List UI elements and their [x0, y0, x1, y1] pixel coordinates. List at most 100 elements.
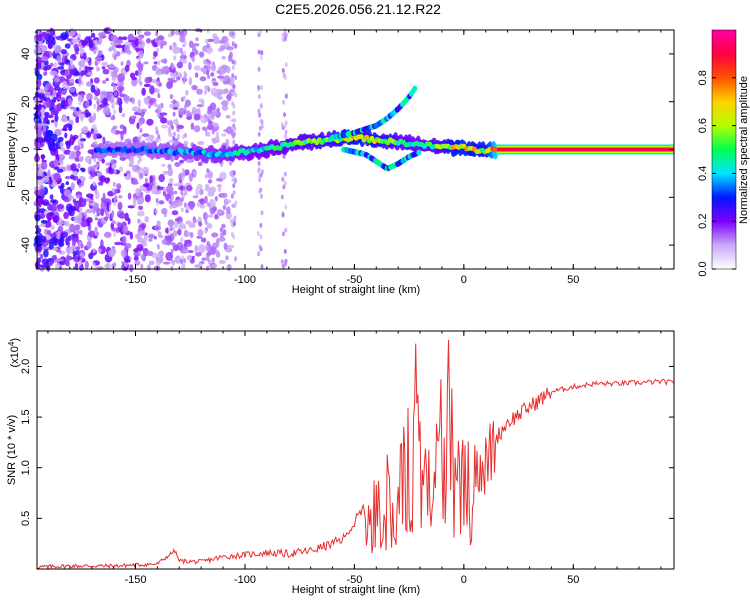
- spectrogram-streak-cell: [139, 36, 142, 42]
- spectrogram-noise-cell: [146, 264, 151, 271]
- spectrogram-noise-cell: [69, 209, 75, 217]
- spectrogram-noise-cell: [120, 249, 128, 258]
- spectrogram-noise-cell: [158, 174, 165, 183]
- spectrogram-streak-cell: [155, 197, 159, 203]
- snr-plot-area: [37, 331, 674, 569]
- spectrogram-noise-cell: [64, 59, 71, 64]
- spectrogram-noise-cell: [81, 127, 89, 134]
- spectrogram-noise-cell: [162, 58, 168, 64]
- spectrogram-noise-cell: [192, 195, 199, 199]
- spectrogram-streak-cell: [79, 207, 83, 213]
- spectrogram-streak-cell: [113, 163, 117, 169]
- spectrogram-noise-cell: [184, 239, 192, 244]
- spectrogram-noise-cell: [45, 64, 52, 70]
- spectrogram-noise-cell: [108, 47, 113, 52]
- spectrogram-noise-cell: [144, 194, 151, 203]
- spectrogram-noise-cell: [165, 251, 174, 261]
- spectrogram-noise-cell: [54, 166, 60, 170]
- spectrogram-streak-cell: [180, 259, 183, 265]
- spectrogram-noise-cell: [76, 107, 80, 112]
- spectrogram-noise-cell: [55, 263, 61, 269]
- spectrogram-noise-cell: [73, 43, 79, 50]
- spectrogram-noise-cell: [207, 124, 214, 131]
- spectrogram-noise-cell: [88, 40, 94, 49]
- spectrogram-streak-cell: [114, 91, 117, 97]
- spectrogram-noise-cell: [102, 97, 108, 106]
- spectrogram-streak-cell: [257, 94, 261, 100]
- spectrogram-streak-cell: [283, 28, 287, 34]
- spectrogram-streak-cell: [183, 258, 187, 264]
- spectrogram-streak-cell: [137, 250, 141, 256]
- spectrogram-streak-cell: [281, 264, 285, 270]
- spectrogram-noise-cell: [206, 110, 212, 115]
- spectrogram-noise-cell: [79, 59, 86, 68]
- spectrogram-streak-cell: [204, 89, 208, 95]
- spectrogram-noise-cell: [215, 251, 221, 258]
- spectrogram-streak-cell: [259, 172, 263, 178]
- spectrogram-noise-cell: [121, 113, 126, 118]
- spectrogram-noise-cell: [40, 161, 48, 170]
- spectrogram-streak-cell: [180, 207, 184, 213]
- spectrogram-noise-cell: [143, 97, 151, 103]
- spectrogram-streak-cell: [285, 32, 288, 38]
- spectrogram-noise-cell: [196, 183, 203, 190]
- spectrogram-noise-cell: [37, 242, 41, 252]
- snr-y-tick-label: 1.0: [20, 460, 32, 475]
- spectrogram-noise-cell: [165, 227, 169, 234]
- spectrogram-noise-cell: [61, 116, 68, 123]
- spectrogram-noise-cell: [37, 177, 44, 187]
- spectrogram-noise-cell: [64, 69, 70, 76]
- spectrogram-noise-cell: [167, 164, 172, 169]
- spectrogram-streak-cell: [154, 37, 158, 43]
- spectrogram-streak-cell: [94, 214, 98, 220]
- spectrogram-noise-cell: [212, 36, 220, 44]
- spectrogram-noise-cell: [41, 235, 47, 243]
- spectrogram-noise-cell: [101, 66, 106, 70]
- spectrogram-noise-cell: [67, 38, 72, 42]
- spectrogram-streak-cell: [183, 31, 187, 37]
- spectrogram-noise-cell: [65, 123, 71, 128]
- spectrogram-noise-cell: [188, 40, 194, 49]
- spectrogram-noise-cell: [46, 119, 50, 125]
- spectrogram-noise-cell: [46, 212, 54, 221]
- spectrogram-noise-cell: [136, 244, 144, 251]
- spectrogram-streak-cell: [257, 108, 261, 114]
- spectrogram-streak-cell: [181, 134, 185, 140]
- spectrogram-noise-cell: [186, 184, 193, 192]
- spectrogram-streak-cell: [110, 159, 114, 165]
- spectrogram-streak-cell: [204, 229, 208, 234]
- spectrogram-noise-cell: [72, 170, 79, 176]
- spectrogram-streak-cell: [182, 95, 186, 101]
- spectrogram-noise-cell: [73, 202, 80, 209]
- spectrogram-noise-cell: [191, 84, 198, 91]
- spectrogram-noise-cell: [105, 77, 109, 82]
- spectrogram-streak-cell: [137, 56, 141, 62]
- snr-y-ticks: 0.5 1.0 1.5 2.0: [20, 359, 674, 526]
- spectrogram-streak-cell: [280, 194, 284, 200]
- spectrogram-streak-cell: [282, 99, 286, 105]
- spectrogram-noise-cell: [199, 198, 205, 205]
- spectrogram-noise-cell: [220, 192, 228, 199]
- spectrogram-noise-cell: [97, 248, 102, 253]
- spectrogram-noise-cell: [60, 147, 66, 152]
- spectrogram-streak-cell: [180, 190, 184, 196]
- spectrogram-noise-cell: [225, 114, 231, 119]
- spectrogram-streak-cell: [281, 68, 285, 73]
- spectrogram-streak-cell: [234, 75, 238, 81]
- spectrogram-noise-cell: [216, 107, 220, 113]
- spectrogram-noise-cell: [230, 118, 237, 123]
- spectrogram-noise-cell: [226, 206, 231, 214]
- spectrogram-noise-cell: [211, 232, 219, 238]
- spectrogram-noise-cell: [122, 235, 127, 245]
- spectrogram-streak-cell: [113, 109, 117, 115]
- spectrogram-streak-cell: [156, 112, 160, 118]
- spectrogram-streak-cell: [257, 49, 261, 55]
- spectrogram-noise-cell: [136, 122, 140, 130]
- spectrogram-streak-cell: [172, 226, 176, 231]
- spectrogram-noise-cell: [59, 141, 64, 148]
- spectrogram-noise-cell: [143, 31, 151, 36]
- spectrogram-noise-cell: [44, 111, 50, 116]
- spectrogram-noise-cell: [119, 81, 125, 86]
- spectrogram-noise-cell: [208, 120, 213, 126]
- spectrogram-streak-cell: [110, 70, 114, 76]
